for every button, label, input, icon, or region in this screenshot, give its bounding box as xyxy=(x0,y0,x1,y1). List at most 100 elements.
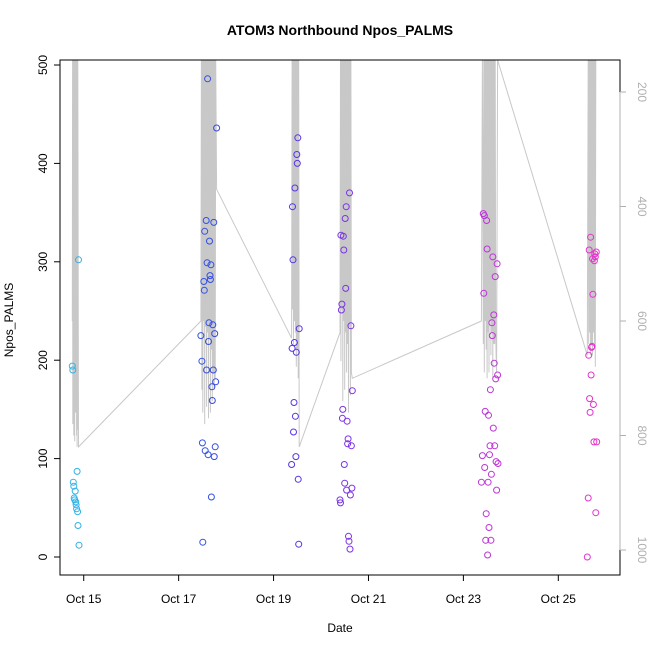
data-point xyxy=(486,442,494,450)
data-point xyxy=(289,203,296,211)
data-point xyxy=(70,482,78,490)
data-point xyxy=(291,184,299,192)
data-point xyxy=(198,439,206,447)
data-point xyxy=(292,453,300,461)
data-point xyxy=(213,124,221,132)
data-point xyxy=(209,321,217,329)
y-tick-label: 200 xyxy=(36,350,50,370)
data-point xyxy=(345,532,352,540)
data-point xyxy=(203,366,211,374)
data-point xyxy=(339,405,347,413)
y2-tick-label: 600 xyxy=(635,311,649,331)
data-point xyxy=(209,366,217,374)
data-point xyxy=(292,348,300,356)
data-point xyxy=(486,451,493,459)
data-point xyxy=(206,272,214,280)
data-point xyxy=(288,461,296,468)
data-point xyxy=(290,339,298,346)
data-point xyxy=(291,412,299,420)
data-point xyxy=(342,284,350,292)
data-point xyxy=(295,540,303,548)
line-series-layer xyxy=(71,59,597,449)
data-point xyxy=(482,510,490,518)
data-point xyxy=(483,217,491,224)
chart-title: ATOM3 Northbound Npos_PALMS xyxy=(227,22,453,38)
data-point xyxy=(293,159,301,167)
data-point xyxy=(203,259,211,267)
data-point xyxy=(336,496,344,504)
data-point xyxy=(338,300,346,308)
data-point xyxy=(492,375,500,383)
y-tick-label: 0 xyxy=(36,553,50,560)
data-point xyxy=(485,411,492,419)
data-point xyxy=(592,248,600,256)
data-point xyxy=(290,428,297,436)
y-axis-left: 0 100 200 300 400 500 xyxy=(36,55,60,560)
data-point xyxy=(72,498,80,506)
data-point xyxy=(69,366,77,374)
data-point xyxy=(592,509,600,517)
data-point xyxy=(487,536,495,544)
data-point xyxy=(489,424,497,432)
data-point xyxy=(210,218,218,226)
data-point xyxy=(491,273,499,281)
data-point xyxy=(586,408,594,416)
data-point xyxy=(290,399,298,406)
data-point xyxy=(593,438,601,446)
data-point xyxy=(591,250,599,258)
data-point xyxy=(494,460,502,467)
data-point xyxy=(202,217,210,224)
data-point xyxy=(206,276,214,283)
data-point xyxy=(492,458,500,466)
data-point xyxy=(589,401,597,408)
y2-tick-label: 200 xyxy=(635,82,649,102)
data-point xyxy=(487,470,495,478)
x-tick-label: Oct 19 xyxy=(256,592,292,606)
y-tick-label: 300 xyxy=(36,251,50,271)
data-point xyxy=(340,246,348,254)
x-tick-label: Oct 17 xyxy=(161,592,197,606)
data-point xyxy=(340,461,348,468)
data-point xyxy=(68,362,76,370)
data-point xyxy=(341,479,349,487)
data-point xyxy=(74,522,82,529)
data-point xyxy=(590,257,598,265)
data-point xyxy=(590,438,598,446)
data-point xyxy=(583,553,591,561)
data-point xyxy=(489,253,497,261)
data-point xyxy=(488,332,496,340)
data-point xyxy=(208,383,216,391)
data-point xyxy=(482,536,490,544)
data-point xyxy=(347,322,355,330)
data-point xyxy=(341,215,349,222)
data-point xyxy=(207,493,215,501)
data-point xyxy=(211,330,219,338)
data-point xyxy=(586,395,594,403)
x-axis-label: Date xyxy=(327,621,353,635)
data-point xyxy=(584,494,592,502)
data-point xyxy=(346,491,354,499)
data-point xyxy=(493,486,501,494)
data-point xyxy=(71,487,79,495)
data-point xyxy=(293,151,301,158)
data-point xyxy=(484,478,492,486)
data-point xyxy=(490,359,498,367)
data-point xyxy=(347,442,355,450)
data-point xyxy=(208,397,216,404)
data-point xyxy=(200,278,208,285)
data-point xyxy=(348,387,356,395)
data-point xyxy=(294,475,302,483)
data-point xyxy=(587,233,595,241)
data-point xyxy=(294,134,302,142)
x-tick-label: Oct 15 xyxy=(66,592,102,606)
data-point xyxy=(211,443,219,451)
data-point xyxy=(342,203,350,211)
data-point xyxy=(344,435,352,443)
data-point xyxy=(73,505,81,513)
data-point xyxy=(204,451,212,459)
data-point xyxy=(204,75,212,83)
data-point xyxy=(207,261,215,269)
data-point xyxy=(205,319,213,327)
data-point xyxy=(295,325,303,333)
